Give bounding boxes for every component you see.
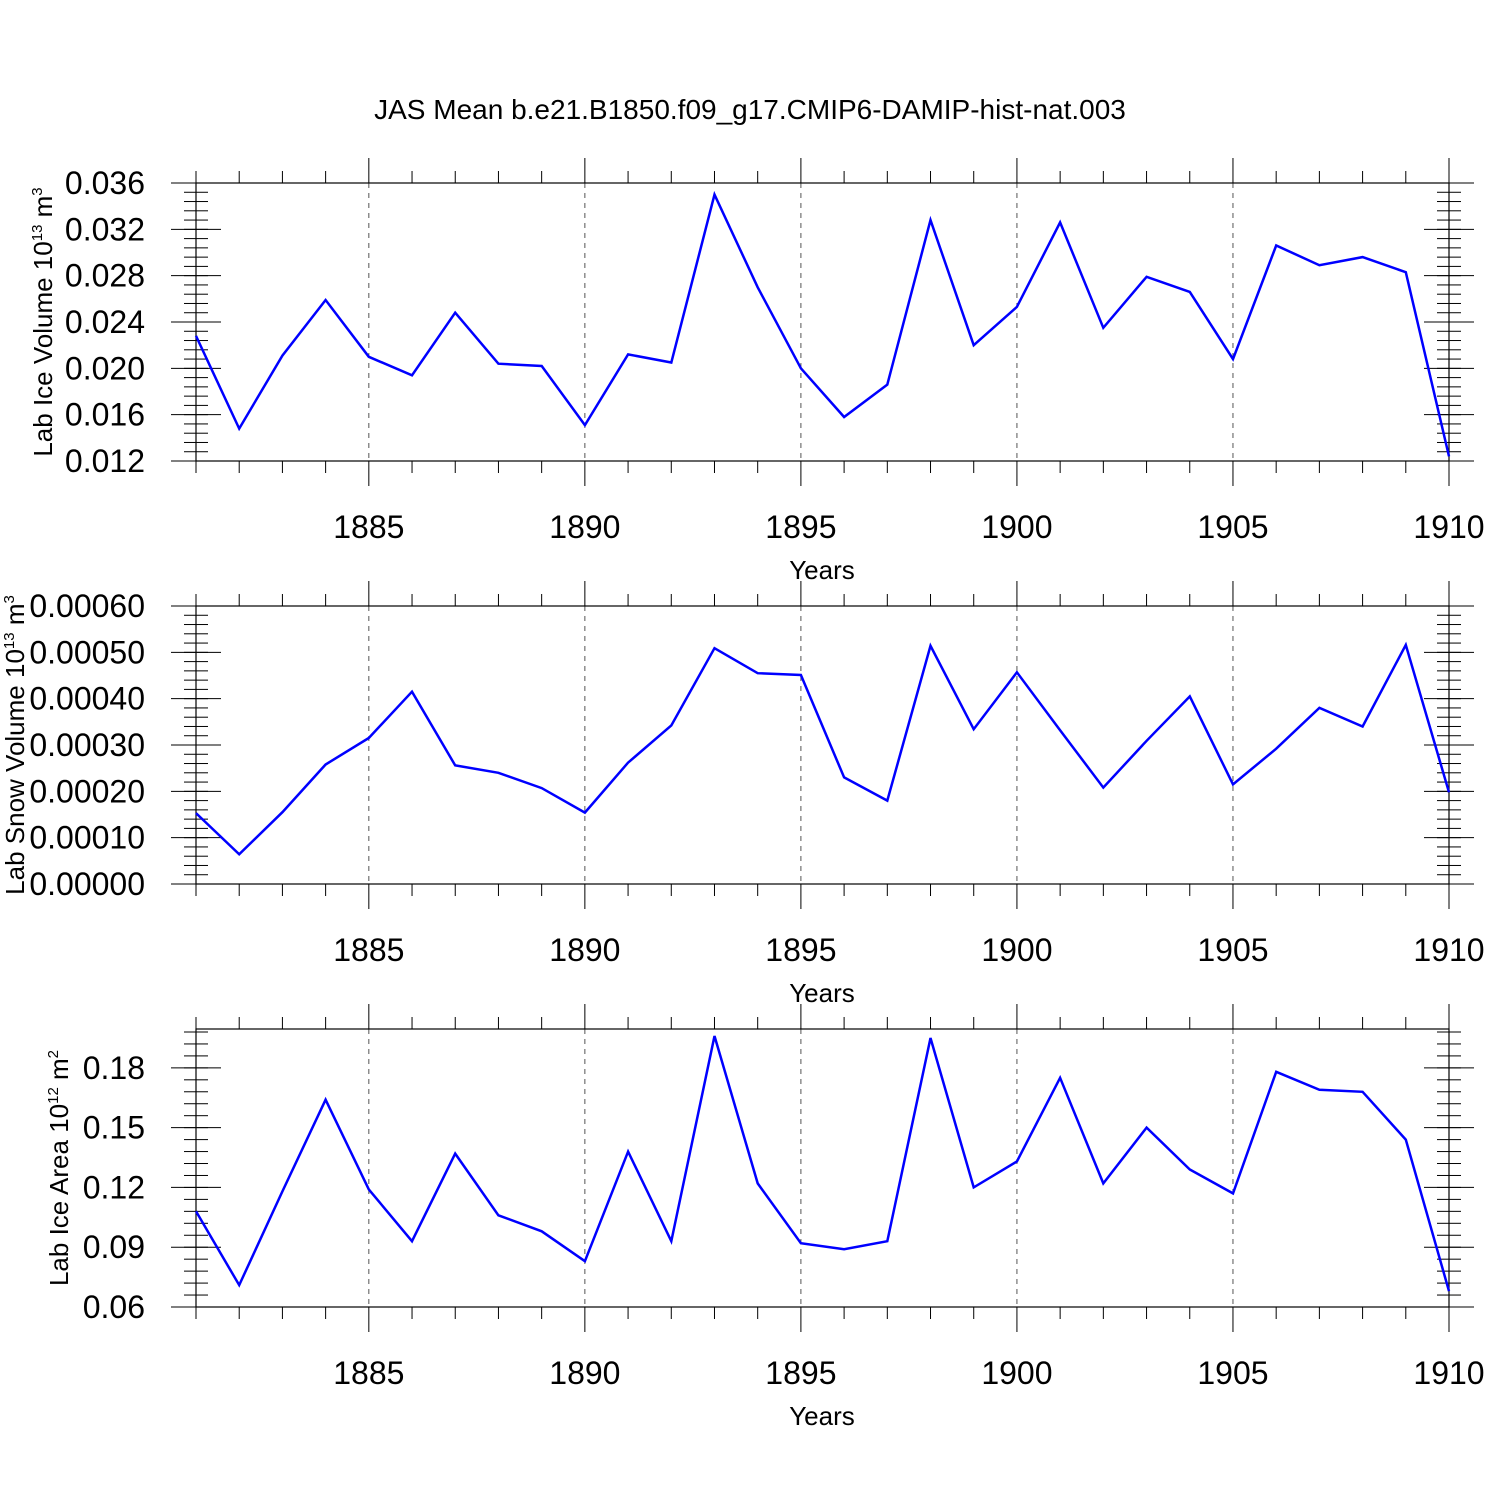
y-axis-title-unit-exponent: 3: [29, 187, 46, 195]
y-tick-label: 0.028: [65, 258, 145, 294]
x-tick-label: 1910: [1413, 1355, 1484, 1391]
x-axis-title: Years: [789, 1401, 855, 1431]
y-axis-title-exponent: 12: [45, 1087, 62, 1104]
x-tick-label: 1900: [981, 509, 1052, 545]
x-tick-label: 1890: [549, 932, 620, 968]
x-tick-label: 1885: [333, 1355, 404, 1391]
x-tick-label: 1895: [765, 1355, 836, 1391]
main-title: JAS Mean b.e21.B1850.f09_g17.CMIP6-DAMIP…: [374, 94, 1126, 125]
y-axis-title-exponent: 13: [29, 225, 46, 242]
x-tick-label: 1910: [1413, 509, 1484, 545]
y-tick-label: 0.00060: [29, 588, 145, 624]
y-axis-title-unit-exponent: 3: [1, 595, 18, 603]
y-tick-label: 0.00040: [29, 681, 145, 717]
chart-panel-2: 0.00000 0.00010 0.00020 0.00030 0.00040 0.000…: [0, 581, 1485, 1008]
y-tick-label: 0.15: [83, 1110, 145, 1146]
x-tick-label: 1895: [765, 509, 836, 545]
y-tick-label: 0.00010: [29, 820, 145, 856]
series-line: [194, 1035, 1451, 1292]
x-tick-label: 1890: [549, 1355, 620, 1391]
y-axis-title: Lab Ice Volume 1013 m3: [28, 187, 58, 456]
y-tick-label: 0.18: [83, 1050, 145, 1086]
y-axis-title-unit: m: [44, 1058, 74, 1087]
y-tick-label: 0.06: [83, 1289, 145, 1325]
series-line: [194, 190, 1451, 457]
chart-panel-3: 0.06 0.09 0.12 0.15 0.18 1885 1890 1895 1900 1905…: [44, 1004, 1485, 1431]
x-axis-title: Years: [789, 978, 855, 1008]
y-tick-label: 0.016: [65, 397, 145, 433]
y-axis-title: Lab Ice Area 1012 m2: [44, 1050, 74, 1286]
y-axis-title-unit-exponent: 2: [45, 1050, 62, 1058]
y-axis-title-text: Lab Snow Volume 10: [0, 649, 30, 895]
y-tick-label: 0.00050: [29, 634, 145, 670]
y-tick-label: 0.032: [65, 211, 145, 247]
series-line: [195, 641, 1451, 857]
plot-frame: [195, 1028, 1450, 1308]
panels: 0.012 0.016 0.020 0.024 0.028 0.032 0.036 1885 1…: [0, 158, 1485, 1431]
x-tick-label: 1905: [1197, 509, 1268, 545]
x-tick-label: 1885: [333, 509, 404, 545]
y-tick-label: 0.012: [65, 443, 145, 479]
x-axis-title: Years: [789, 555, 855, 585]
y-axis-title-unit: m: [28, 196, 58, 225]
y-tick-label: 0.12: [83, 1169, 145, 1205]
x-tick-label: 1905: [1197, 1355, 1268, 1391]
x-tick-label: 1900: [981, 932, 1052, 968]
chart-panel-1: 0.012 0.016 0.020 0.024 0.028 0.032 0.036 1885 1…: [28, 158, 1485, 585]
y-axis-title-text: Lab Ice Area 10: [44, 1104, 74, 1286]
y-tick-label: 0.09: [83, 1229, 145, 1265]
y-tick-label: 0.036: [65, 165, 145, 201]
plot-frame: [195, 605, 1450, 885]
y-axis-title-unit: m: [0, 604, 30, 633]
y-tick-label: 0.024: [65, 304, 145, 340]
y-tick-label: 0.00030: [29, 727, 145, 763]
y-axis-title-text: Lab Ice Volume 10: [28, 241, 58, 456]
x-tick-label: 1890: [549, 509, 620, 545]
x-tick-label: 1910: [1413, 932, 1484, 968]
y-tick-label: 0.00020: [29, 773, 145, 809]
y-tick-label: 0.020: [65, 350, 145, 386]
y-tick-label: 0.00000: [29, 866, 145, 902]
plot-frame: [195, 182, 1450, 462]
x-tick-label: 1905: [1197, 932, 1268, 968]
y-axis-title-exponent: 13: [1, 632, 18, 649]
y-axis-title: Lab Snow Volume 1013 m3: [0, 595, 30, 895]
x-tick-label: 1885: [333, 932, 404, 968]
x-tick-label: 1895: [765, 932, 836, 968]
x-tick-label: 1900: [981, 1355, 1052, 1391]
